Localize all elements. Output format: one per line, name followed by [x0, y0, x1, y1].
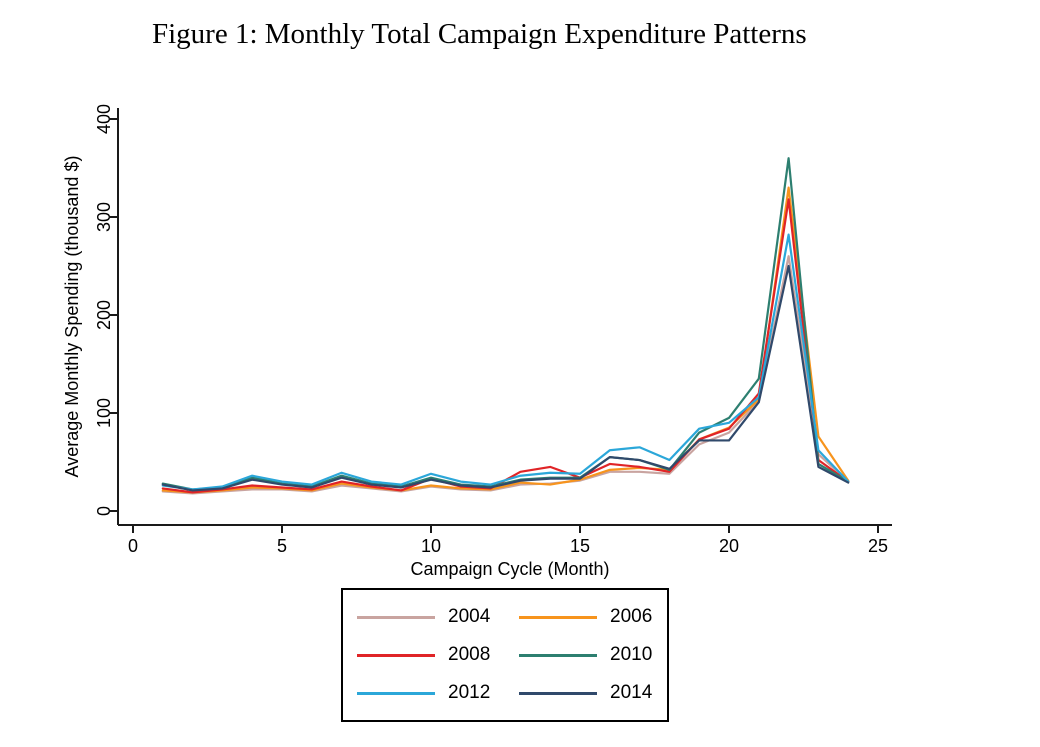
legend-item-2008: 2008 — [357, 644, 491, 666]
legend-swatch-2010 — [519, 653, 597, 657]
y-tick-label: 300 — [94, 202, 114, 232]
legend-label: 2008 — [448, 644, 491, 665]
legend-label: 2014 — [610, 682, 653, 703]
x-tick-label: 20 — [719, 536, 739, 556]
chart-canvas: 0 100 200 300 400 0 5 10 15 20 25 Average Monthly S… — [62, 104, 892, 579]
x-axis-title: Campaign Cycle (Month) — [410, 559, 609, 579]
series-line-2010 — [161, 157, 850, 491]
x-tick-label: 10 — [421, 536, 441, 556]
legend-swatch-2004 — [357, 615, 435, 619]
legend-swatch-2012 — [357, 691, 435, 695]
series-line-2008 — [161, 198, 850, 494]
x-tick-label: 15 — [570, 536, 590, 556]
y-axis-title: Average Monthly Spending (thousand $) — [62, 156, 82, 478]
series-line-2006 — [161, 186, 850, 494]
legend-swatch-2014 — [519, 691, 597, 695]
expenditure-line-chart: 0 100 200 300 400 0 5 10 15 20 25 Average Monthly S… — [62, 104, 892, 579]
legend-item-2012: 2012 — [357, 682, 491, 704]
legend-item-2010: 2010 — [519, 644, 653, 666]
x-tick-label: 25 — [868, 536, 888, 556]
legend-item-2004: 2004 — [357, 606, 491, 628]
y-tick-label: 100 — [94, 398, 114, 428]
series-line-2012 — [161, 233, 850, 491]
legend-swatch-2008 — [357, 653, 435, 657]
legend-swatch-2006 — [519, 615, 597, 619]
series-line-2014 — [161, 264, 850, 492]
legend-item-2014: 2014 — [519, 682, 653, 704]
legend-label: 2012 — [448, 682, 491, 703]
legend-item-2006: 2006 — [519, 606, 653, 628]
legend-label: 2006 — [610, 606, 653, 627]
chart-legend: 2004 2006 2008 2010 2012 2014 — [341, 588, 669, 722]
y-tick-label: 400 — [94, 104, 114, 134]
series-line-2004 — [161, 255, 850, 495]
legend-label: 2004 — [448, 606, 491, 627]
x-tick-label: 0 — [128, 536, 138, 556]
y-tick-label: 200 — [94, 300, 114, 330]
x-tick-label: 5 — [277, 536, 287, 556]
y-tick-label: 0 — [94, 506, 114, 516]
figure-title: Figure 1: Monthly Total Campaign Expendi… — [152, 18, 807, 50]
legend-label: 2010 — [610, 644, 653, 665]
